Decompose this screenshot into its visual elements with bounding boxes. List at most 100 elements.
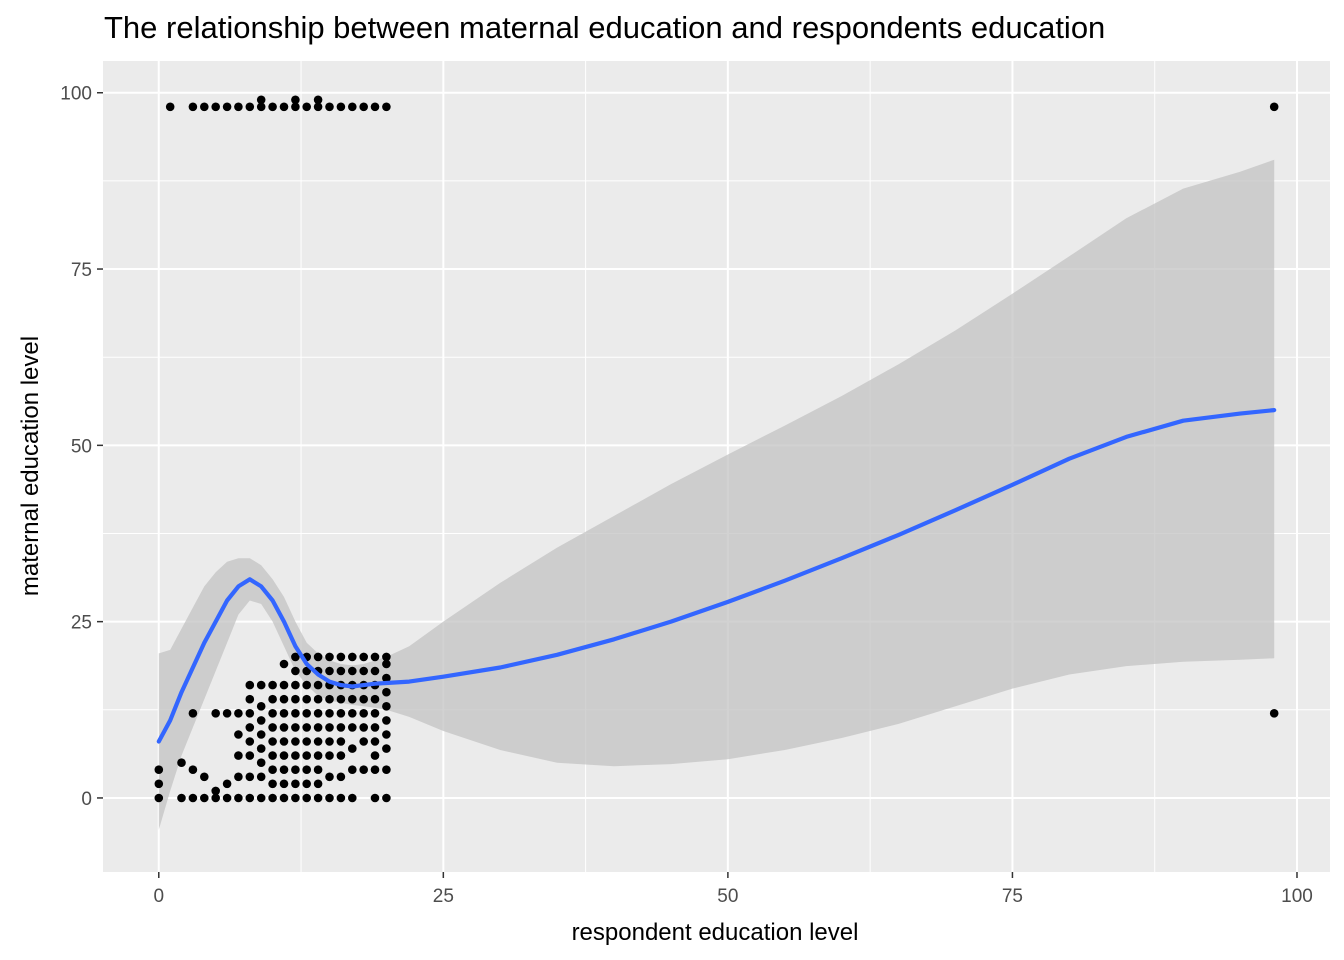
- data-point: [291, 723, 300, 732]
- data-point: [291, 779, 300, 789]
- y-tick-label: 0: [81, 789, 92, 810]
- data-point: [302, 793, 312, 803]
- data-point: [211, 102, 220, 112]
- data-point: [245, 723, 255, 732]
- data-point: [200, 793, 209, 803]
- data-point: [268, 737, 277, 746]
- data-point: [256, 102, 266, 112]
- data-point: [325, 737, 334, 746]
- data-point: [370, 765, 380, 774]
- data-point: [313, 751, 323, 760]
- data-point: [336, 772, 346, 782]
- data-point: [291, 751, 300, 760]
- data-point: [325, 751, 334, 760]
- data-point: [348, 694, 357, 704]
- data-point: [359, 102, 369, 112]
- data-point: [222, 779, 232, 789]
- data-point: [348, 744, 357, 753]
- data-point: [279, 694, 289, 704]
- y-tick-label: 100: [60, 84, 92, 105]
- data-point: [302, 723, 312, 732]
- y-tick-label: 75: [71, 260, 92, 281]
- data-point: [268, 709, 277, 718]
- data-point: [211, 709, 220, 718]
- data-point: [325, 793, 334, 803]
- data-point: [382, 673, 391, 683]
- data-point: [268, 765, 277, 774]
- data-point: [313, 779, 323, 789]
- data-point: [256, 95, 266, 105]
- x-tick-label: 75: [1002, 886, 1023, 907]
- data-point: [291, 666, 300, 676]
- data-point: [313, 793, 323, 803]
- data-point: [348, 793, 357, 803]
- data-point: [279, 680, 289, 690]
- data-point: [302, 680, 312, 690]
- data-point: [336, 723, 346, 732]
- data-point: [382, 102, 391, 112]
- data-point: [370, 723, 380, 732]
- data-point: [268, 102, 277, 112]
- data-point: [211, 786, 220, 796]
- data-point: [211, 793, 220, 803]
- data-point: [348, 765, 357, 774]
- data-point: [268, 793, 277, 803]
- data-point: [291, 737, 300, 746]
- data-point: [382, 652, 391, 662]
- data-point: [348, 102, 357, 112]
- data-point: [291, 694, 300, 704]
- data-point: [313, 723, 323, 732]
- data-point: [370, 102, 380, 112]
- data-point: [370, 737, 380, 746]
- data-point: [268, 694, 277, 704]
- data-point: [234, 772, 243, 782]
- data-point: [382, 744, 391, 753]
- data-point: [177, 758, 186, 767]
- data-point: [370, 694, 380, 704]
- data-point: [382, 687, 391, 697]
- data-point: [370, 793, 380, 803]
- data-point: [336, 694, 346, 704]
- smooth-line: [156, 408, 1277, 744]
- data-point: [336, 102, 346, 112]
- data-point: [245, 737, 255, 746]
- data-point: [200, 772, 209, 782]
- data-point: [370, 652, 380, 662]
- data-point: [291, 95, 300, 105]
- x-axis-title: respondent education level: [572, 919, 859, 946]
- data-point: [245, 751, 255, 760]
- data-point: [279, 102, 289, 112]
- data-point: [348, 709, 357, 718]
- data-point: [302, 751, 312, 760]
- data-point: [291, 652, 300, 662]
- data-point: [256, 758, 266, 767]
- data-point: [291, 709, 300, 718]
- data-point: [1269, 102, 1279, 112]
- data-point: [279, 659, 289, 669]
- data-point: [256, 716, 266, 725]
- data-point: [154, 779, 164, 789]
- data-point: [359, 723, 369, 732]
- data-point: [336, 709, 346, 718]
- data-point: [291, 680, 300, 690]
- data-point: [313, 652, 323, 662]
- chart-title: The relationship between maternal educat…: [104, 10, 1106, 45]
- data-point: [154, 793, 164, 803]
- data-point: [268, 779, 277, 789]
- data-point: [359, 652, 369, 662]
- data-point: [222, 709, 232, 718]
- axes: 0 25 50 75 100 0 25 50 75 100: [60, 84, 1313, 907]
- data-point: [245, 709, 255, 718]
- data-point: [359, 765, 369, 774]
- data-point: [268, 751, 277, 760]
- data-point: [325, 666, 334, 676]
- data-point: [279, 737, 289, 746]
- data-point: [370, 666, 380, 676]
- data-point: [325, 723, 334, 732]
- data-point: [177, 793, 186, 803]
- data-point: [291, 102, 300, 112]
- data-point: [188, 765, 198, 774]
- data-point: [348, 652, 357, 662]
- data-point: [279, 765, 289, 774]
